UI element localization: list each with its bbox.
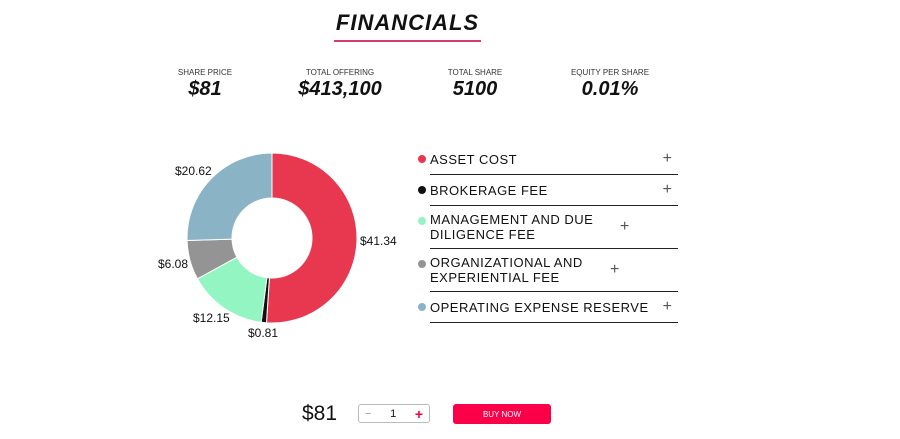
donut-slice-4 bbox=[186, 152, 273, 241]
quantity-value[interactable]: 1 bbox=[390, 407, 397, 420]
decrement-button[interactable]: − bbox=[365, 407, 372, 420]
plus-icon[interactable]: + bbox=[620, 218, 630, 235]
slice-label-management: $12.15 bbox=[193, 311, 230, 325]
slice-label-operating: $20.62 bbox=[175, 164, 212, 178]
donut-chart bbox=[186, 152, 358, 324]
dot-icon bbox=[418, 260, 426, 268]
dot-icon bbox=[418, 186, 426, 194]
buy-now-button[interactable]: BUY NOW bbox=[453, 404, 551, 424]
donut-slice-0 bbox=[265, 152, 358, 324]
stat-share-price: SHARE PRICE $81 bbox=[177, 68, 233, 100]
plus-icon[interactable]: + bbox=[662, 298, 672, 315]
plus-icon[interactable]: + bbox=[610, 261, 620, 278]
plus-icon[interactable]: + bbox=[662, 181, 672, 198]
dot-icon bbox=[418, 155, 426, 163]
stat-equity-per-share: EQUITY PER SHARE 0.01% bbox=[570, 68, 650, 100]
slice-label-organizational: $6.08 bbox=[158, 257, 189, 271]
accordion-brokerage-fee[interactable]: BROKERAGE FEE + bbox=[418, 175, 678, 206]
accordion-management-fee[interactable]: MANAGEMENT AND DUE DILIGENCE FEE + bbox=[418, 206, 678, 249]
plus-icon[interactable]: + bbox=[662, 150, 672, 167]
increment-button[interactable]: + bbox=[414, 405, 423, 422]
stat-total-share: TOTAL SHARE 5100 bbox=[447, 68, 503, 100]
accordion-asset-cost[interactable]: ASSET COST + bbox=[418, 144, 678, 175]
price: $81 bbox=[302, 402, 338, 425]
accordion-organizational-fee[interactable]: ORGANIZATIONAL AND EXPERIENTIAL FEE + bbox=[418, 249, 678, 292]
legend-accordion: ASSET COST + BROKERAGE FEE + MANAGEMENT AN… bbox=[418, 144, 678, 323]
slice-label-asset-cost: $41.34 bbox=[360, 234, 397, 248]
slice-label-brokerage: $0.81 bbox=[248, 326, 279, 340]
section-title: FINANCIALS bbox=[0, 10, 815, 42]
dot-icon bbox=[418, 303, 426, 311]
accordion-operating-reserve[interactable]: OPERATING EXPENSE RESERVE + bbox=[418, 292, 678, 323]
dot-icon bbox=[418, 217, 426, 225]
stat-total-offering: TOTAL OFFERING $413,100 bbox=[298, 68, 382, 100]
quantity-stepper[interactable]: − 1 + bbox=[358, 404, 430, 423]
